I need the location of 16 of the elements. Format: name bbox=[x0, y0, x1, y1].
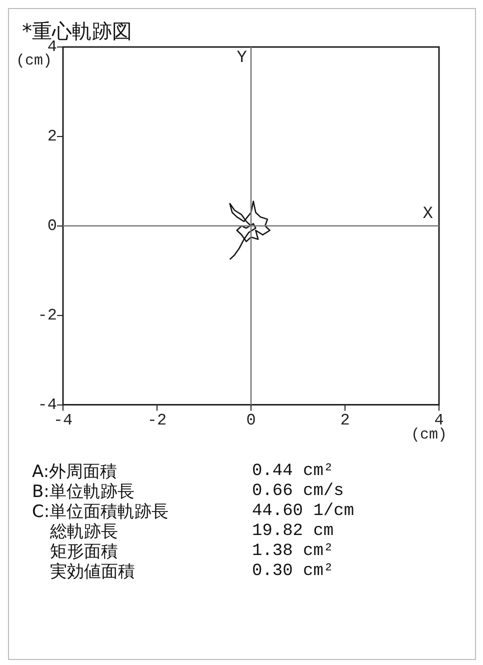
y-tick-label: -4 bbox=[38, 396, 57, 414]
x-tick-label: -2 bbox=[147, 412, 167, 430]
text: 総軌跡長 19.82 cm bbox=[50, 522, 334, 542]
x-axis-title: (cm) bbox=[410, 426, 447, 444]
y-tick-label: 0 bbox=[47, 217, 57, 236]
y-tick-label: -2 bbox=[38, 306, 57, 325]
text: 実効値面積 0.30 cm² bbox=[50, 562, 334, 582]
ref-line-label: Y bbox=[236, 49, 247, 68]
text: 矩形面積 1.38 cm² bbox=[50, 542, 334, 562]
y-tick-label: 2 bbox=[47, 128, 57, 146]
text: C:単位面積軌跡長 44.60 1/cm bbox=[32, 502, 354, 522]
x-tick-label: 2 bbox=[340, 412, 350, 430]
x-tick-label: 0 bbox=[246, 412, 256, 430]
text: B:単位軌跡長 0.66 cm/s bbox=[32, 482, 344, 502]
ref-line-label: X bbox=[422, 204, 433, 224]
text: A:外周面積 0.44 cm² bbox=[32, 462, 334, 482]
